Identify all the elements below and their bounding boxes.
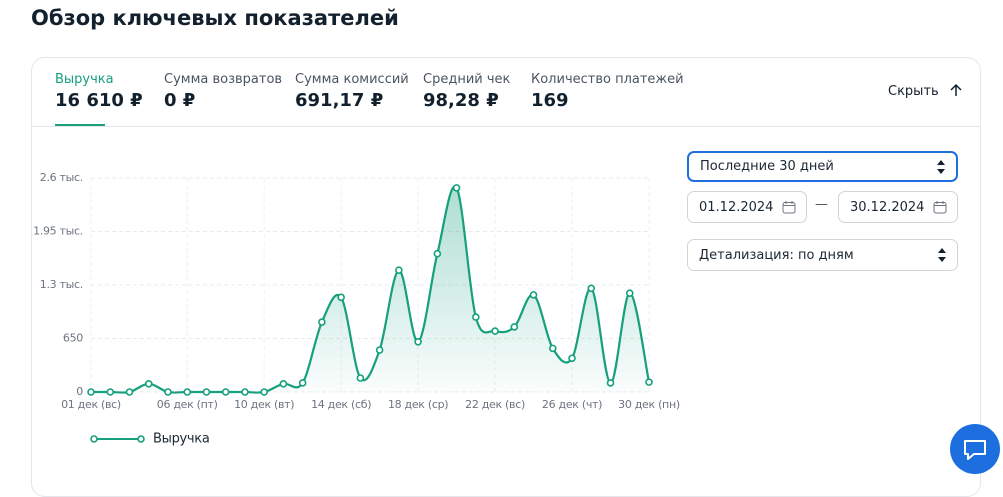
point: [144, 379, 153, 388]
date-separator: —: [815, 197, 828, 212]
sort-icon: [937, 159, 945, 174]
date-to[interactable]: 30.12.2024: [838, 191, 958, 223]
y-tick-label: 650: [63, 332, 83, 345]
detail-text: Детализация: по дням: [699, 247, 854, 263]
point: [472, 313, 480, 321]
point: [452, 184, 461, 192]
point: [606, 379, 615, 387]
point: [587, 284, 596, 293]
tab-value: 98,28 ₽: [423, 90, 499, 111]
x-tick-label: 18 дек (ср): [388, 398, 448, 411]
point: [125, 388, 134, 396]
x-tick-label: 06 дек (пт): [157, 398, 218, 411]
date-text: 30.12.2024: [850, 199, 925, 215]
tab[interactable]: Сумма возвратов 0 ₽: [164, 72, 282, 111]
arrow-icon: [950, 83, 962, 96]
point: [202, 388, 211, 396]
tab[interactable]: Сумма комиссий 691,17 ₽: [295, 72, 409, 111]
point: [183, 388, 192, 396]
tab-label: Количество платежей: [531, 72, 684, 87]
divider: [31, 126, 981, 127]
tab-label: Выручка: [55, 72, 114, 87]
tab-label: Сумма возвратов: [164, 72, 283, 87]
calendar-icon: [782, 201, 796, 214]
point: [241, 388, 249, 396]
point: [87, 388, 95, 396]
x-tick-label: 14 дек (сб): [311, 398, 371, 411]
tab[interactable]: Средний чек 98,28 ₽: [423, 72, 510, 111]
point: [260, 388, 268, 396]
legend-dot: [90, 435, 98, 443]
period-select[interactable]: Последние 30 дней: [687, 151, 958, 182]
area: [91, 186, 649, 393]
point: [221, 388, 230, 396]
point: [510, 323, 519, 331]
calendar-icon: [933, 201, 947, 214]
y-tick-label: 2.6 тыс.: [40, 171, 83, 184]
page-title: Обзор ключевых показателей: [31, 6, 399, 30]
x-tick-label: 10 дек (вт): [234, 398, 294, 411]
x-tick-label: 30 дек (пн): [618, 398, 680, 411]
hide-label: Скрыть: [888, 84, 939, 99]
tab-value: 16 610 ₽: [55, 90, 143, 111]
point: [414, 337, 422, 346]
tab[interactable]: Количество платежей 169: [531, 72, 684, 111]
chart: 0 650 1.3 тыс. 1.95 тыс. 2.6 тыс. 01 дек (вс)…: [33, 171, 680, 447]
active-underline: [55, 124, 105, 126]
y-tick-label: 1.3 тыс.: [40, 278, 83, 291]
tab[interactable]: Выручка 16 610 ₽: [55, 72, 143, 111]
date-from[interactable]: 01.12.2024: [687, 191, 807, 223]
point: [106, 388, 115, 396]
tab-value: 691,17 ₽: [295, 90, 384, 111]
point: [433, 249, 442, 258]
point: [356, 374, 365, 382]
x-tick-label: 22 дек (вс): [465, 398, 525, 411]
y-tick-label: 1.95 тыс.: [33, 225, 83, 238]
sort-icon: [938, 248, 946, 262]
y-tick-label: 0: [76, 385, 83, 398]
detail-select[interactable]: Детализация: по дням: [687, 239, 958, 271]
point: [337, 293, 345, 302]
chat-icon: [964, 440, 986, 460]
hide-button[interactable]: Скрыть: [888, 83, 963, 99]
chat-button[interactable]: [950, 424, 1000, 474]
legend-label: Выручка: [153, 432, 210, 447]
tab-value: 0 ₽: [164, 90, 196, 111]
point: [318, 318, 326, 326]
point: [298, 379, 307, 387]
point: [279, 379, 288, 388]
point: [568, 354, 576, 363]
point: [491, 327, 499, 335]
point: [548, 344, 557, 353]
point: [375, 346, 384, 354]
date-text: 01.12.2024: [699, 199, 774, 215]
x-tick-label: 26 дек (чт): [542, 398, 602, 411]
point: [529, 291, 538, 299]
point: [164, 388, 172, 396]
tab-value: 169: [531, 90, 569, 111]
x-tick-label: 01 дек (вс): [61, 398, 121, 411]
point: [625, 289, 634, 298]
line: [91, 185, 651, 394]
period-text: Последние 30 дней: [700, 159, 834, 174]
point: [645, 378, 653, 386]
point: [395, 266, 403, 274]
tab-label: Сумма комиссий: [295, 72, 409, 87]
tab-label: Средний чек: [423, 72, 511, 87]
page: Обзор ключевых показателей Выручка 16 610…: [31, 6, 1000, 497]
legend-dot: [137, 435, 145, 443]
